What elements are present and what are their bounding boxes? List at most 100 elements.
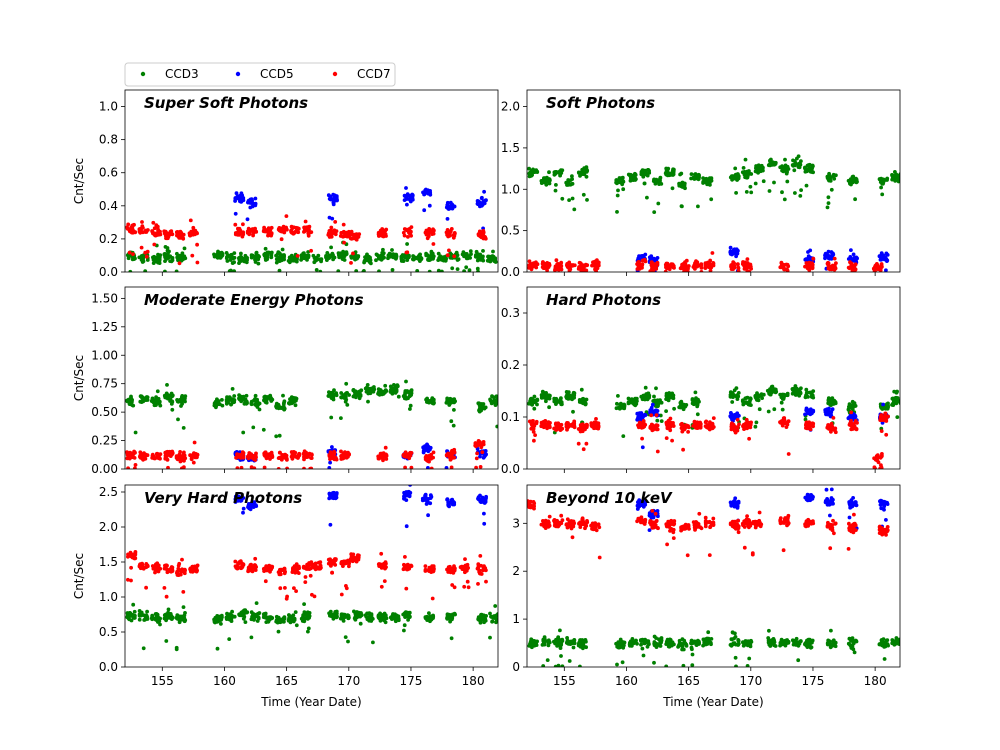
data-point-ccd3 <box>307 611 312 615</box>
data-point-ccd7 <box>139 229 144 234</box>
data-point-ccd3 <box>230 261 235 265</box>
data-point-ccd3 <box>886 401 890 406</box>
data-point-ccd5 <box>825 407 829 412</box>
data-point-ccd7 <box>742 261 746 266</box>
data-point-ccd7 <box>246 228 251 233</box>
data-point-ccd7 <box>163 456 168 461</box>
data-point-ccd7 <box>175 457 180 462</box>
data-point-ccd3 <box>300 619 305 623</box>
data-point-ccd7 <box>780 423 785 428</box>
data-point-ccd3 <box>229 402 234 406</box>
data-point-ccd3 <box>621 434 626 438</box>
data-point-ccd3 <box>144 613 149 618</box>
data-point-ccd3 <box>418 259 422 263</box>
data-point-ccd3 <box>139 613 144 617</box>
data-point-ccd3 <box>338 254 342 259</box>
data-point-ccd3 <box>799 386 803 391</box>
data-point-ccd3 <box>228 268 233 272</box>
data-point-ccd7 <box>269 233 273 238</box>
data-point-ccd7 <box>826 261 831 266</box>
y-tick-label: 0.0 <box>99 265 118 279</box>
y-tick-label: 0.2 <box>99 232 118 246</box>
data-point-ccd3 <box>652 394 656 399</box>
data-point-ccd3 <box>780 407 785 412</box>
data-point-ccd7 <box>595 265 599 270</box>
data-point-ccd3 <box>740 399 745 403</box>
data-point-ccd3 <box>339 416 343 420</box>
data-point-ccd3 <box>753 181 758 186</box>
data-point-ccd7 <box>782 416 787 420</box>
data-point-ccd7 <box>133 466 137 469</box>
data-point-ccd3 <box>693 390 698 395</box>
data-point-ccd7 <box>376 456 381 461</box>
data-point-ccd3 <box>381 247 385 252</box>
data-point-ccd3 <box>486 254 490 259</box>
data-point-ccd3 <box>797 161 802 166</box>
y-tick-label: 0.25 <box>91 434 118 448</box>
data-point-ccd5 <box>884 268 888 272</box>
data-point-ccd7 <box>152 226 157 231</box>
data-point-ccd3 <box>353 611 358 616</box>
data-point-ccd7 <box>730 421 734 426</box>
data-point-ccd7 <box>480 450 485 455</box>
data-point-ccd3 <box>232 394 237 398</box>
data-point-ccd7 <box>669 262 674 267</box>
data-point-ccd7 <box>879 429 884 433</box>
data-point-ccd7 <box>749 420 753 425</box>
data-point-ccd5 <box>253 196 258 201</box>
data-point-ccd3 <box>695 402 699 407</box>
data-point-ccd3 <box>289 255 293 260</box>
data-point-ccd3 <box>299 253 304 258</box>
data-point-ccd3 <box>182 616 187 620</box>
data-point-ccd3 <box>534 168 539 173</box>
data-point-ccd7 <box>126 222 131 227</box>
data-point-ccd7 <box>829 267 834 272</box>
data-point-ccd7 <box>853 262 858 267</box>
data-point-ccd7 <box>884 419 889 423</box>
data-point-ccd5 <box>639 412 644 417</box>
data-point-ccd3 <box>137 617 142 622</box>
data-point-ccd3 <box>696 204 700 209</box>
data-point-ccd7 <box>532 438 536 443</box>
data-point-ccd3 <box>571 392 576 397</box>
data-point-ccd3 <box>570 196 575 201</box>
data-point-ccd7 <box>403 465 407 469</box>
data-point-ccd3 <box>796 391 801 396</box>
data-point-ccd3 <box>761 179 766 184</box>
data-point-ccd3 <box>848 178 853 182</box>
data-point-ccd3 <box>165 246 170 250</box>
data-point-ccd7 <box>879 466 884 469</box>
data-point-ccd5 <box>445 203 450 207</box>
data-point-ccd7 <box>651 427 656 432</box>
data-point-ccd7 <box>558 423 563 427</box>
data-point-ccd7 <box>151 455 155 460</box>
data-point-ccd7 <box>451 235 456 240</box>
data-point-ccd3 <box>772 407 777 412</box>
data-point-ccd3 <box>695 412 700 417</box>
data-point-ccd3 <box>230 387 235 391</box>
data-point-ccd3 <box>343 395 347 400</box>
data-point-ccd5 <box>239 200 244 204</box>
data-point-ccd3 <box>274 618 279 622</box>
data-point-ccd3 <box>778 165 783 170</box>
data-point-ccd3 <box>407 253 411 258</box>
plot-frame <box>124 286 499 470</box>
data-point-ccd3 <box>249 635 254 640</box>
data-point-ccd3 <box>152 403 157 408</box>
data-point-ccd3 <box>379 613 384 618</box>
data-point-ccd3 <box>544 391 548 395</box>
panel-title: Super Soft Photons <box>144 94 308 112</box>
y-tick-label: 0.00 <box>91 462 118 476</box>
data-point-ccd3 <box>535 402 539 407</box>
data-point-ccd3 <box>757 407 762 412</box>
data-point-ccd7 <box>277 226 282 230</box>
data-point-ccd5 <box>652 409 657 414</box>
data-point-ccd5 <box>483 453 488 458</box>
data-point-ccd7 <box>190 232 195 237</box>
data-point-ccd3 <box>778 392 783 397</box>
legend-box <box>124 62 396 87</box>
data-point-ccd7 <box>331 230 336 235</box>
data-point-ccd3 <box>341 613 345 618</box>
data-point-ccd3 <box>758 169 763 174</box>
data-point-ccd3 <box>544 399 548 404</box>
